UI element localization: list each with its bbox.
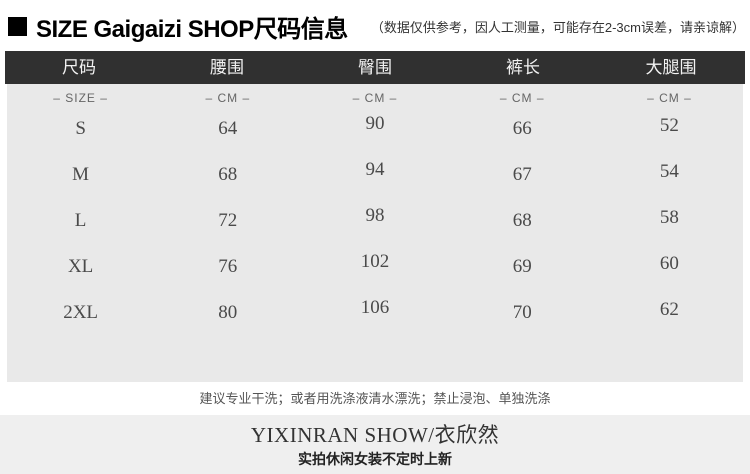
hip-value: 94 bbox=[365, 159, 385, 180]
column-header-hip: 臀围 bbox=[358, 58, 392, 77]
size-table-header-row: 尺码 腰围 臀围 裤长 大腿围 bbox=[5, 51, 745, 84]
unit-label-cm: – CM – bbox=[205, 91, 251, 105]
unit-label-cm: – CM – bbox=[352, 91, 398, 105]
page-header: SIZE Gaigaizi SHOP尺码信息 （数据仅供参考，因人工测量，可能存… bbox=[0, 0, 750, 51]
column-header-waist: 腰围 bbox=[210, 58, 244, 77]
pants-length-value: 69 bbox=[512, 256, 532, 277]
column-header-thigh: 大腿围 bbox=[645, 58, 697, 77]
column-header-pants-length: 裤长 bbox=[506, 58, 540, 77]
units-row: – SIZE – – CM – – CM – – CM – – CM – bbox=[7, 84, 743, 106]
waist-value: 80 bbox=[218, 302, 238, 323]
brand-banner: YIXINRAN SHOW/衣欣然 实拍休闲女装不定时上新 bbox=[0, 415, 750, 474]
table-row-2xl: 2XL 80 106 70 62 bbox=[7, 290, 743, 336]
unit-label-cm: – CM – bbox=[499, 91, 545, 105]
table-row-m: M 68 94 67 54 bbox=[7, 152, 743, 198]
waist-value: 64 bbox=[218, 118, 238, 139]
pants-length-value: 67 bbox=[512, 164, 532, 185]
thigh-value: 60 bbox=[659, 253, 679, 274]
hip-value: 90 bbox=[365, 113, 385, 134]
waist-value: 76 bbox=[218, 256, 238, 277]
size-table: 尺码 腰围 臀围 裤长 大腿围 – SIZE – – CM – – CM – –… bbox=[5, 51, 745, 382]
pants-length-value: 68 bbox=[512, 210, 532, 231]
size-value: 2XL bbox=[63, 302, 99, 323]
care-instructions: 建议专业干洗；或者用洗涤液清水漂洗；禁止浸泡、单独洗涤 bbox=[199, 391, 551, 406]
thigh-value: 54 bbox=[659, 161, 679, 182]
table-row-l: L 72 98 68 58 bbox=[7, 198, 743, 244]
brand-tagline: 实拍休闲女装不定时上新 bbox=[298, 451, 452, 467]
title-bullet-square-icon bbox=[8, 17, 27, 36]
pants-length-value: 66 bbox=[512, 118, 532, 139]
hip-value: 102 bbox=[360, 251, 390, 272]
waist-value: 68 bbox=[218, 164, 238, 185]
unit-label-size: – SIZE – bbox=[53, 91, 108, 105]
hip-value: 106 bbox=[360, 297, 390, 318]
size-value: M bbox=[72, 164, 90, 185]
size-table-body: – SIZE – – CM – – CM – – CM – – CM – S 6… bbox=[7, 84, 743, 382]
brand-name: YIXINRAN SHOW/衣欣然 bbox=[250, 423, 500, 447]
thigh-value: 52 bbox=[659, 115, 679, 136]
size-value: XL bbox=[67, 256, 94, 277]
hip-value: 98 bbox=[365, 205, 385, 226]
waist-value: 72 bbox=[218, 210, 238, 231]
thigh-value: 62 bbox=[659, 299, 679, 320]
unit-label-cm: – CM – bbox=[647, 91, 692, 105]
size-value: S bbox=[75, 118, 86, 139]
column-header-size: 尺码 bbox=[62, 58, 96, 77]
size-value: L bbox=[74, 210, 87, 231]
thigh-value: 58 bbox=[659, 207, 679, 228]
page-title: SIZE Gaigaizi SHOP尺码信息 bbox=[36, 16, 348, 43]
table-row-s: S 64 90 66 52 bbox=[7, 106, 743, 152]
table-row-xl: XL 76 102 69 60 bbox=[7, 244, 743, 290]
pants-length-value: 70 bbox=[512, 302, 532, 323]
measurement-disclaimer-note: （数据仅供参考，因人工测量，可能存在2-3cm误差，请亲谅解） bbox=[370, 20, 745, 35]
